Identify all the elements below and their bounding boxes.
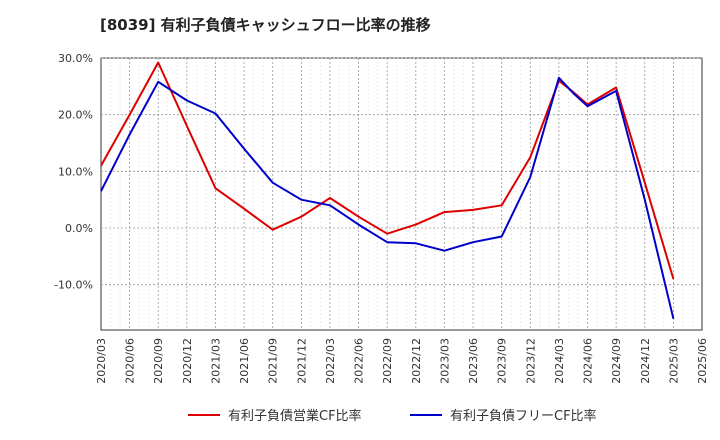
x-tick-label: 2022/06 [353, 338, 366, 384]
y-tick-label: 30.0% [58, 52, 93, 65]
legend-label-2: 有利子負債フリーCF比率 [450, 408, 597, 424]
x-tick-label: 2021/03 [209, 338, 222, 384]
x-tick-label: 2021/09 [267, 338, 280, 384]
series-line-1 [100, 61, 675, 280]
x-tick-label: 2020/09 [152, 338, 165, 384]
x-tick-label: 2020/06 [124, 338, 137, 384]
chart-title: [8039] 有利子負債キャッシュフロー比率の推移 [100, 16, 431, 34]
x-tick-label: 2025/03 [667, 338, 680, 384]
x-tick-label: 2022/09 [381, 338, 394, 384]
x-tick-label: 2024/12 [639, 338, 652, 384]
series-line-2 [100, 76, 675, 319]
y-tick-label: 0.0% [65, 222, 93, 235]
y-tick-label: -10.0% [54, 279, 93, 292]
x-tick-label: 2023/03 [438, 338, 451, 384]
y-tick-label: 20.0% [58, 109, 93, 122]
y-tick-label: 10.0% [58, 165, 93, 178]
x-tick-label: 2020/12 [181, 338, 194, 384]
x-tick-label: 2024/09 [610, 338, 623, 384]
plot-area [100, 57, 703, 331]
x-tick-label: 2020/03 [95, 338, 108, 384]
x-tick-label: 2024/06 [582, 338, 595, 384]
x-tick-label: 2021/12 [295, 338, 308, 384]
x-tick-label: 2023/09 [496, 338, 509, 384]
x-tick-label: 2025/06 [696, 338, 709, 384]
legend-label-1: 有利子負債営業CF比率 [228, 408, 362, 424]
x-tick-label: 2022/12 [410, 338, 423, 384]
x-tick-label: 2023/12 [524, 338, 537, 384]
x-tick-label: 2021/06 [238, 338, 251, 384]
x-tick-label: 2023/06 [467, 338, 480, 384]
x-tick-label: 2022/03 [324, 338, 337, 384]
x-tick-label: 2024/03 [553, 338, 566, 384]
